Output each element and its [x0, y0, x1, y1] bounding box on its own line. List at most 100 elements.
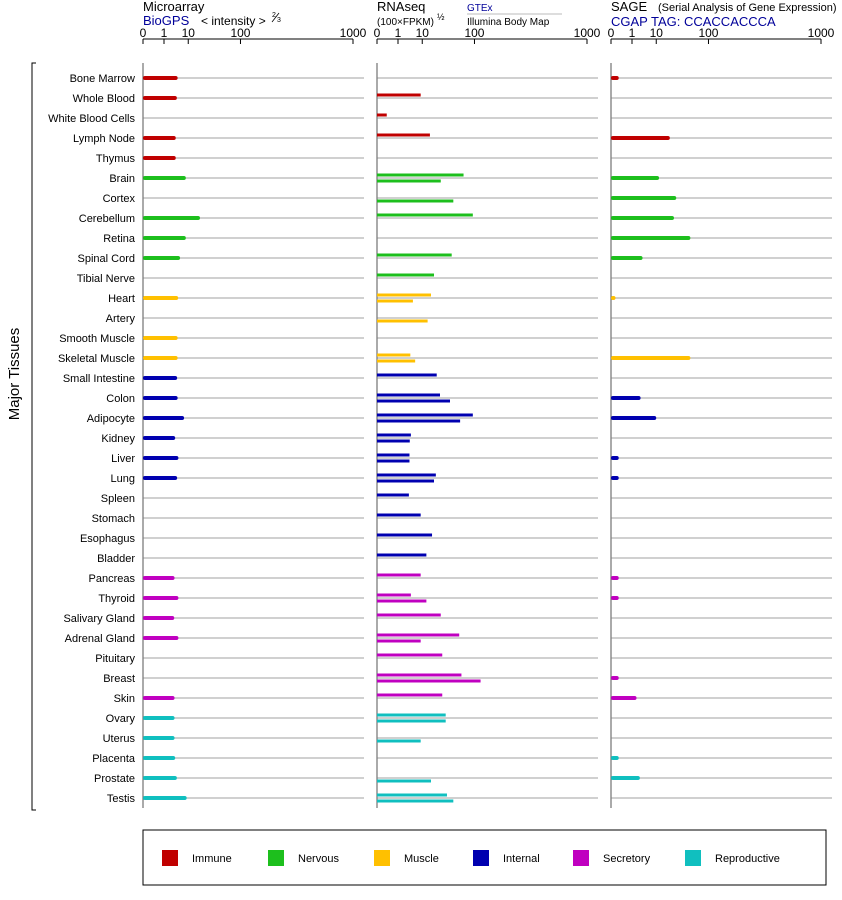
rnaseq-scale-label: (100×FPKM) [377, 17, 434, 28]
expression-bar [143, 776, 177, 780]
rnaseq-source-gtex-link[interactable]: GTEx [467, 3, 493, 14]
sage-subtitle: (Serial Analysis of Gene Expression) [658, 2, 837, 14]
tissue-label: Placenta [92, 753, 136, 765]
tissue-label: White Blood Cells [48, 113, 135, 125]
expression-bar [377, 459, 410, 463]
expression-bar [143, 796, 187, 800]
expression-bar [377, 713, 446, 717]
expression-bar [611, 696, 637, 700]
tissue-label: Spleen [101, 493, 135, 505]
expression-bar [377, 673, 462, 677]
microarray-title: Microarray [143, 0, 205, 14]
microarray-exponent-den: 3 [277, 17, 281, 24]
tissue-label: Adrenal Gland [65, 633, 135, 645]
tissue-label: Testis [107, 793, 136, 805]
tissue-label: Salivary Gland [63, 613, 135, 625]
tissue-label: Breast [103, 673, 135, 685]
major-tissues-bracket [31, 62, 36, 811]
legend-swatch [374, 850, 390, 866]
expression-bar [377, 473, 436, 477]
expression-bar [377, 779, 431, 783]
expression-bar [143, 636, 179, 640]
expression-bar [377, 293, 431, 297]
expression-bar [377, 113, 387, 117]
expression-bar [377, 419, 461, 423]
rnaseq-title: RNAseq [377, 0, 425, 14]
microarray-scale-label: < intensity > [201, 14, 266, 28]
tissue-label: Lung [111, 473, 135, 485]
tissue-label: Kidney [101, 433, 135, 445]
expression-bar [611, 296, 616, 300]
expression-bar [377, 273, 435, 277]
tissue-label: Brain [109, 173, 135, 185]
expression-bar [377, 359, 416, 363]
tissue-label: Thymus [96, 153, 136, 165]
rnaseq-exponent: ½ [437, 12, 445, 22]
tissue-label: Ovary [106, 713, 136, 725]
tissue-label: Adipocyte [87, 413, 135, 425]
tissue-label: Heart [108, 293, 135, 305]
expression-bar [143, 716, 175, 720]
legend-label: Muscle [404, 853, 439, 865]
tissue-label: Colon [106, 393, 135, 405]
expression-bar [377, 679, 481, 683]
expression-bar [377, 553, 427, 557]
expression-bar [143, 696, 175, 700]
expression-bar [143, 376, 178, 380]
expression-bar [143, 436, 176, 440]
tissue-label: Spinal Cord [78, 253, 135, 265]
legend-label: Immune [192, 853, 232, 865]
expression-bar [611, 776, 640, 780]
tissue-label: Tibial Nerve [77, 273, 135, 285]
expression-bar [143, 756, 176, 760]
major-tissues-label: Major Tissues [6, 328, 23, 421]
expression-bar [611, 456, 619, 460]
expression-bar [143, 416, 185, 420]
expression-bar [611, 576, 619, 580]
axis-tick-label: 100 [464, 26, 484, 40]
legend-swatch [685, 850, 701, 866]
tissue-label: Retina [103, 233, 136, 245]
expression-bar [377, 719, 446, 723]
expression-bar [611, 756, 619, 760]
expression-bar [143, 96, 177, 100]
axis-tick-label: 1 [395, 26, 402, 40]
legend-swatch [573, 850, 589, 866]
expression-bar [143, 476, 178, 480]
expression-bar [143, 736, 175, 740]
expression-bar [377, 513, 421, 517]
microarray-source-link[interactable]: BioGPS [143, 13, 190, 28]
expression-bar [611, 196, 677, 200]
tissue-label: Artery [106, 313, 136, 325]
tissue-label: Lymph Node [73, 133, 135, 145]
tissue-label: Smooth Muscle [59, 333, 135, 345]
tissue-label: Skeletal Muscle [58, 353, 135, 365]
expression-bar [143, 396, 178, 400]
expression-bar [611, 356, 691, 360]
expression-bar [377, 533, 433, 537]
expression-bar [611, 216, 674, 220]
expression-bar [611, 76, 619, 80]
axis-tick-label: 0 [140, 26, 147, 40]
expression-bar [377, 433, 411, 437]
expression-bar [377, 613, 441, 617]
axis-tick-label: 1000 [574, 26, 601, 40]
legend-label: Secretory [603, 853, 651, 865]
expression-bar [143, 356, 178, 360]
sage-tag-link[interactable]: CGAP TAG: CCACCACCCA [611, 14, 776, 29]
axis-tick-label: 1 [161, 26, 168, 40]
expression-bar [377, 133, 430, 137]
tissue-label: Cerebellum [79, 213, 135, 225]
axis-tick-label: 100 [230, 26, 250, 40]
tissue-label: Whole Blood [73, 93, 135, 105]
expression-bar [377, 593, 411, 597]
axis-tick-label: 1000 [808, 26, 835, 40]
expression-bar [377, 573, 421, 577]
rnaseq-source-illumina: Illumina Body Map [467, 17, 550, 28]
tissue-label: Esophagus [80, 533, 136, 545]
expression-bar [143, 136, 176, 140]
legend-swatch [268, 850, 284, 866]
tissue-label: Uterus [103, 733, 136, 745]
expression-bar [611, 596, 619, 600]
expression-bar [377, 633, 460, 637]
